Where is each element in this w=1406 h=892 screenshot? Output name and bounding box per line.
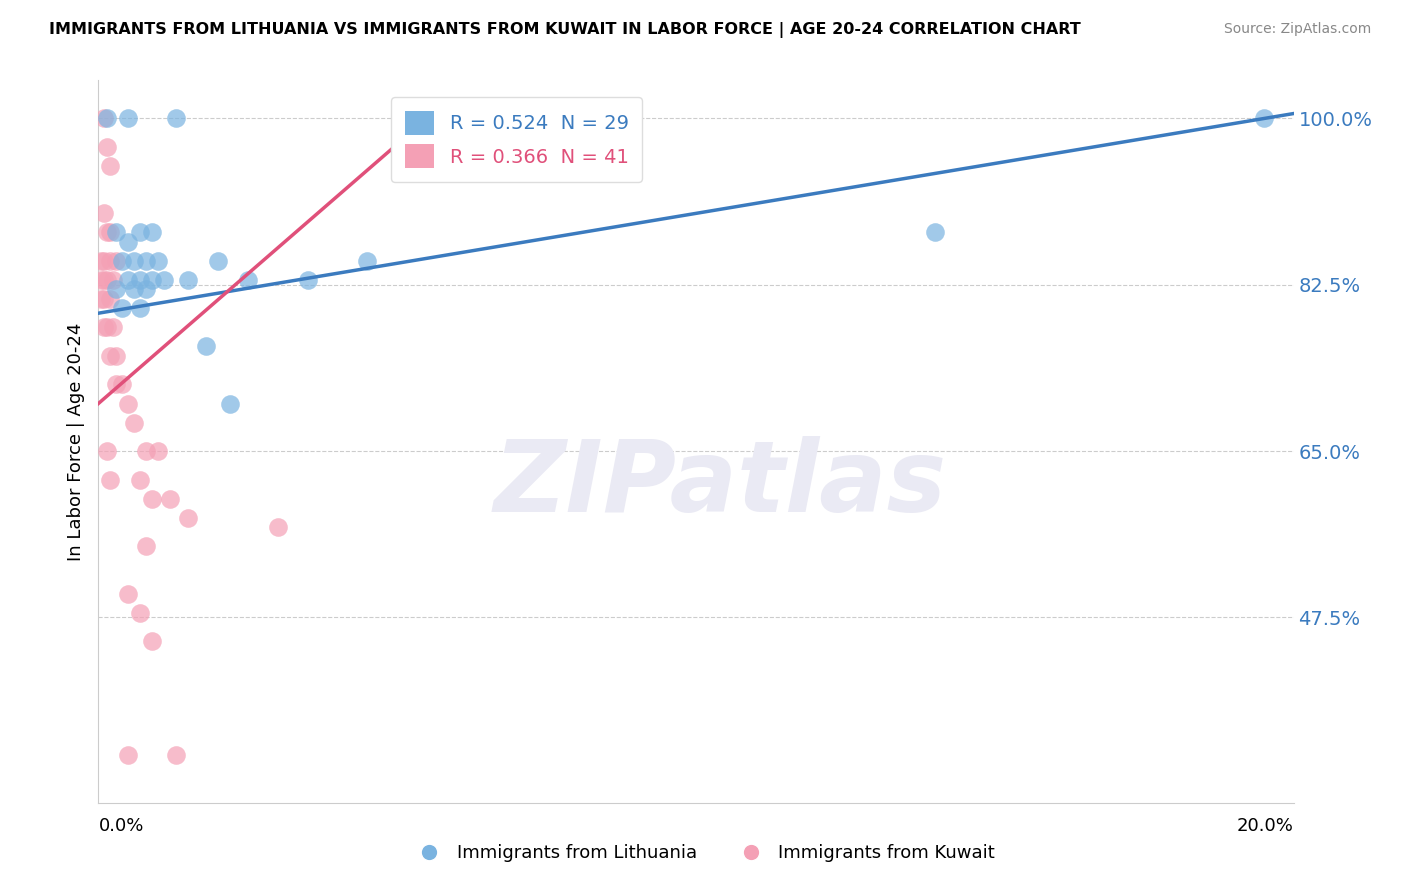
Point [153, 273, 176, 287]
Point [96, 140, 118, 154]
Point [267, 520, 290, 534]
Point [924, 226, 946, 240]
Point [103, 320, 125, 334]
Point [111, 301, 134, 316]
Point [93, 320, 115, 334]
Point [117, 748, 139, 763]
Point [117, 587, 139, 601]
Point [195, 339, 218, 353]
Point [297, 273, 319, 287]
Point [129, 226, 152, 240]
Point [111, 377, 134, 392]
Point [148, 444, 170, 458]
Point [356, 253, 378, 268]
Point [105, 377, 128, 392]
Point [141, 491, 163, 506]
Point [148, 253, 170, 268]
Point [117, 273, 139, 287]
Point [129, 301, 152, 316]
Text: 20.0%: 20.0% [1237, 817, 1294, 835]
Point [177, 510, 200, 524]
Y-axis label: In Labor Force | Age 20-24: In Labor Force | Age 20-24 [66, 322, 84, 561]
Point [236, 273, 259, 287]
Point [90, 292, 112, 306]
Point [117, 235, 139, 249]
Point [103, 273, 125, 287]
Point [105, 282, 128, 296]
Point [98, 253, 122, 268]
Point [111, 253, 134, 268]
Point [124, 253, 146, 268]
Point [96, 320, 118, 334]
Point [124, 416, 146, 430]
Point [141, 226, 163, 240]
Point [207, 253, 229, 268]
Point [93, 206, 115, 220]
Point [135, 539, 157, 553]
Point [98, 473, 122, 487]
Text: Source: ZipAtlas.com: Source: ZipAtlas.com [1223, 22, 1371, 37]
Point [135, 444, 157, 458]
Point [93, 273, 115, 287]
Point [105, 226, 128, 240]
Point [96, 273, 118, 287]
Legend: Immigrants from Lithuania, Immigrants from Kuwait: Immigrants from Lithuania, Immigrants fr… [404, 838, 1002, 870]
Point [165, 748, 187, 763]
Point [90, 273, 112, 287]
Point [96, 444, 118, 458]
Point [96, 226, 118, 240]
Point [105, 349, 128, 363]
Point [96, 112, 118, 126]
Text: ZIPatlas: ZIPatlas [494, 436, 946, 533]
Point [135, 282, 157, 296]
Point [129, 606, 152, 620]
Point [129, 273, 152, 287]
Point [117, 112, 139, 126]
Point [98, 349, 122, 363]
Point [141, 273, 163, 287]
Text: 0.0%: 0.0% [98, 817, 143, 835]
Text: IMMIGRANTS FROM LITHUANIA VS IMMIGRANTS FROM KUWAIT IN LABOR FORCE | AGE 20-24 C: IMMIGRANTS FROM LITHUANIA VS IMMIGRANTS … [49, 22, 1081, 38]
Point [129, 473, 152, 487]
Point [98, 226, 122, 240]
Point [98, 292, 122, 306]
Point [159, 491, 181, 506]
Point [93, 112, 115, 126]
Point [105, 253, 128, 268]
Point [135, 253, 157, 268]
Point [177, 273, 200, 287]
Point [124, 282, 146, 296]
Point [165, 112, 187, 126]
Point [93, 292, 115, 306]
Point [90, 253, 112, 268]
Point [98, 159, 122, 173]
Point [117, 396, 139, 410]
Legend: R = 0.524  N = 29, R = 0.366  N = 41: R = 0.524 N = 29, R = 0.366 N = 41 [391, 97, 643, 182]
Point [219, 396, 242, 410]
Point [141, 634, 163, 648]
Point [93, 253, 115, 268]
Point [1253, 112, 1275, 126]
